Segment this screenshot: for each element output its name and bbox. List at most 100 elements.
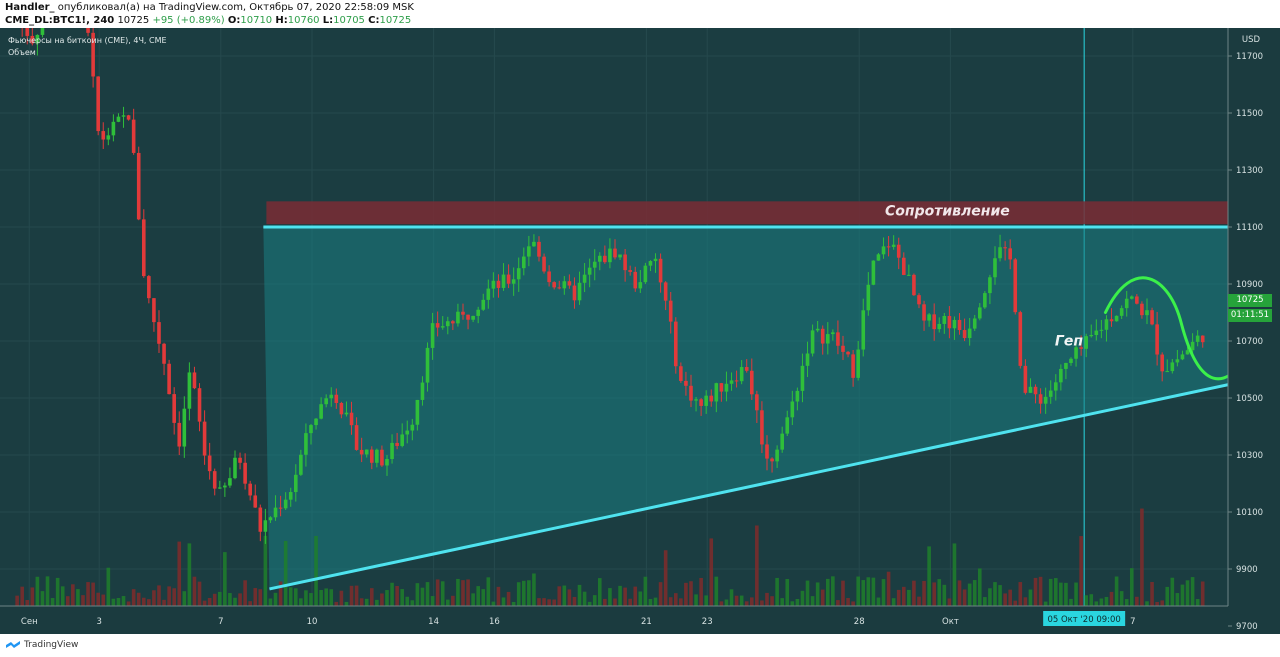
open-label: O:	[227, 15, 241, 26]
symbol-label[interactable]: CME_DL:BTC1!, 240	[5, 15, 115, 26]
volume-bar	[871, 577, 876, 606]
volume-bar	[1094, 601, 1099, 606]
candle	[136, 146, 141, 221]
volume-bar	[405, 596, 410, 606]
volume-bar	[390, 582, 394, 606]
volume-bar	[673, 593, 678, 606]
tradingview-logo[interactable]: TradingView	[6, 640, 78, 650]
candle	[795, 387, 800, 411]
volume-bar	[901, 586, 906, 606]
footer: TradingView	[0, 634, 1280, 657]
candle	[684, 371, 688, 396]
candle	[223, 482, 227, 497]
volume-bar	[55, 577, 60, 606]
volume-bar	[577, 584, 582, 606]
volume-bar	[293, 588, 298, 606]
volume-bar	[1165, 586, 1170, 606]
candle	[972, 314, 977, 331]
volume-bar	[217, 591, 222, 606]
volume-bar	[937, 579, 942, 606]
candle	[35, 34, 40, 56]
price-tick-10900: 10900	[1236, 280, 1263, 290]
volume-bar	[375, 599, 379, 606]
support-trendline[interactable]	[269, 275, 1280, 591]
volume-bar	[197, 581, 202, 606]
candle	[537, 236, 541, 262]
volume-bar	[1008, 589, 1012, 606]
candle	[998, 234, 1002, 262]
candle	[309, 423, 313, 445]
candle	[831, 329, 835, 341]
candle	[192, 366, 197, 390]
volume-bar	[187, 543, 192, 606]
volume-bar	[917, 596, 921, 606]
volume-bar	[1140, 508, 1144, 606]
last-price-tag: 10725	[1228, 294, 1272, 307]
candle	[349, 401, 354, 435]
candle	[1023, 359, 1028, 395]
crosshair-time-label: 05 Окт '20 09:00	[1043, 611, 1126, 626]
volume-bar	[1018, 582, 1023, 606]
low-value: 10705	[333, 15, 365, 26]
candle	[1013, 258, 1018, 315]
volume-bar	[288, 587, 293, 606]
volume-bar	[440, 581, 445, 606]
candle	[167, 359, 171, 395]
volume-bar	[349, 585, 354, 606]
candle	[1155, 311, 1159, 366]
candle	[187, 362, 192, 421]
volume-bar	[820, 589, 825, 606]
candle	[633, 266, 638, 292]
volume-bar	[223, 552, 227, 606]
candle	[825, 322, 830, 355]
candle	[415, 399, 420, 431]
volume-bar	[623, 587, 627, 606]
time-tick-10: 7	[1130, 617, 1135, 627]
volume-bar	[496, 586, 501, 606]
candle	[719, 382, 724, 402]
volume-bar	[1114, 576, 1119, 606]
candle	[96, 76, 100, 136]
time-axis[interactable]	[0, 606, 1228, 634]
volume-bar	[587, 601, 592, 606]
volume-bar	[780, 598, 784, 606]
candle	[1175, 349, 1180, 367]
tradingview-icon	[6, 640, 20, 648]
volume-bar	[977, 568, 982, 606]
legend-title[interactable]: Фьючерсы на биткоин (CME), 4Ч, CME	[8, 36, 167, 45]
volume-bar	[243, 580, 247, 606]
candle	[435, 311, 440, 337]
volume-bar	[1135, 596, 1139, 606]
volume-bar	[952, 543, 957, 606]
volume-bar	[339, 590, 344, 606]
candle	[101, 122, 106, 149]
candle	[1124, 290, 1129, 317]
volume-bar	[162, 599, 166, 606]
price-axis[interactable]	[1228, 28, 1280, 634]
candle	[587, 258, 592, 288]
legend-volume[interactable]: Объем	[8, 48, 36, 57]
volume-bar	[653, 597, 658, 606]
author-name[interactable]: Handler_	[5, 2, 55, 13]
volume-bar	[319, 589, 323, 606]
close-value: 10725	[379, 15, 412, 26]
candle	[456, 303, 460, 327]
candle	[876, 252, 881, 261]
volume-bar	[20, 586, 24, 606]
candle	[724, 371, 729, 402]
candle	[927, 313, 931, 327]
candle	[521, 247, 526, 276]
volume-bar	[749, 597, 754, 606]
volume-bar	[947, 598, 952, 606]
volume-bar	[116, 597, 121, 606]
volume-bar	[96, 592, 100, 606]
price-axis-ticks: 9500970099001010010300105001070010900111…	[1228, 52, 1263, 632]
volume-bar	[547, 599, 551, 606]
candle	[238, 452, 242, 470]
volume-bar	[1059, 582, 1063, 606]
candle	[425, 342, 430, 392]
price-tick-10700: 10700	[1236, 337, 1263, 347]
candle	[121, 106, 126, 128]
candle	[658, 253, 663, 293]
